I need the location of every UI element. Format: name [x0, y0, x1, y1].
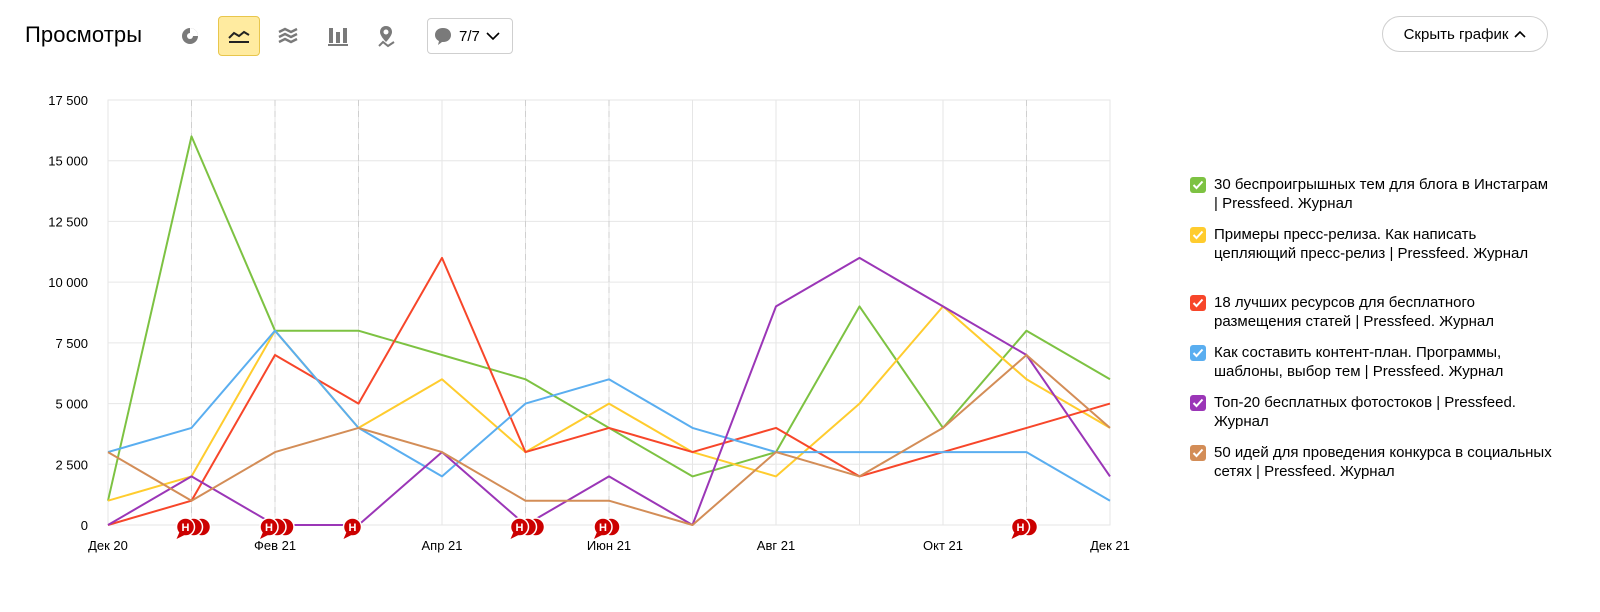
legend-label: 50 идей для проведения конкурса в социал…: [1214, 444, 1552, 480]
checkmark-icon: [1192, 448, 1204, 458]
legend-item[interactable]: Примеры пресс-релиза. Как написать цепля…: [1190, 225, 1590, 263]
hide-chart-label: Скрыть график: [1403, 25, 1509, 43]
x-tick-label: Июн 21: [587, 538, 631, 553]
series-line-4: [107, 329, 1111, 502]
map-pin-icon: [378, 26, 395, 48]
series-filter-dropdown[interactable]: 7/7: [427, 18, 513, 54]
annotation-marker-label: H: [1017, 522, 1025, 534]
line-chart-button[interactable]: [218, 16, 260, 56]
legend-item[interactable]: 18 лучших ресурсов для бесплатного разме…: [1190, 293, 1590, 331]
annotation-marker: [509, 517, 530, 537]
legend-label: Топ-20 бесплатных фотостоков | Pressfeed…: [1214, 394, 1516, 430]
toolbar: Просмотры: [0, 0, 1600, 72]
x-tick-label: Дек 20: [88, 538, 128, 553]
annotation-marker-label: H: [599, 522, 607, 534]
checkmark-icon: [1192, 398, 1204, 408]
y-tick-label: 10 000: [48, 275, 88, 290]
series-line-6: [107, 354, 1111, 526]
pie-chart-icon: [182, 28, 198, 44]
x-tick-label: Апр 21: [421, 538, 462, 553]
legend-label: 30 беспроигрышных тем для блога в Инстаг…: [1214, 176, 1549, 212]
legend-checkbox[interactable]: [1190, 445, 1206, 461]
legend-checkbox[interactable]: [1190, 345, 1206, 361]
x-tick-label: Окт 21: [923, 538, 963, 553]
y-tick-label: 12 500: [48, 214, 88, 229]
checkmark-icon: [1192, 348, 1204, 358]
annotation-marker-label: H: [182, 522, 190, 534]
y-tick-label: 2 500: [55, 457, 88, 472]
legend-checkbox[interactable]: [1190, 295, 1206, 311]
annotation-marker: [175, 517, 196, 537]
annotation-marker-label: H: [516, 522, 524, 534]
annotation-marker-tail: [176, 532, 185, 539]
annotation-marker-tail: [1011, 532, 1020, 539]
annotation-marker-tail: [594, 532, 602, 539]
x-tick-label: Фев 21: [254, 538, 296, 553]
y-tick-label: 17 500: [48, 93, 88, 108]
legend-checkbox[interactable]: [1190, 227, 1206, 243]
legend-label: Как составить контент-план. Программы, ш…: [1214, 344, 1504, 380]
y-tick-label: 0: [81, 518, 88, 533]
annotation-marker: [259, 517, 279, 537]
legend-checkbox[interactable]: [1190, 177, 1206, 193]
annotation-marker: [342, 517, 363, 537]
legend-item[interactable]: 50 идей для проведения конкурса в социал…: [1190, 443, 1590, 481]
x-tick-label: Авг 21: [757, 538, 795, 553]
annotation-marker-label: H: [349, 522, 357, 534]
annotation-marker: [1010, 517, 1031, 537]
legend-label: Примеры пресс-релиза. Как написать цепля…: [1214, 226, 1529, 262]
legend-checkbox[interactable]: [1190, 395, 1206, 411]
checkmark-icon: [1192, 180, 1204, 190]
x-tick-label: Дек 21: [1090, 538, 1130, 553]
annotation-marker-label: H: [265, 522, 273, 534]
page-title: Просмотры: [25, 22, 143, 47]
chevron-down-icon: [486, 32, 500, 41]
annotation-marker-tail: [343, 532, 352, 539]
legend-item[interactable]: 30 беспроигрышных тем для блога в Инстаг…: [1190, 175, 1590, 213]
checkmark-icon: [1192, 298, 1204, 308]
y-tick-label: 5 000: [55, 397, 88, 412]
bar-chart-icon: [328, 28, 348, 46]
y-tick-label: 7 500: [55, 336, 88, 351]
chevron-up-icon: [1514, 30, 1526, 38]
y-tick-label: 15 000: [48, 154, 88, 169]
annotation-marker-tail: [510, 532, 519, 539]
legend-item[interactable]: Как составить контент-план. Программы, ш…: [1190, 343, 1590, 381]
annotation-marker-tail: [260, 532, 268, 539]
line-chart: 0 2 500 5 000 7 500 10 000 12 500 15 000 17 500…: [48, 93, 1130, 553]
speech-bubble-icon: [435, 28, 451, 45]
bar-chart-button[interactable]: [317, 16, 359, 56]
area-stacked-icon: [278, 27, 298, 44]
map-button[interactable]: [366, 16, 408, 56]
checkmark-icon: [1192, 230, 1204, 240]
filter-count: 7/7: [459, 27, 480, 45]
legend-label: 18 лучших ресурсов для бесплатного разме…: [1214, 294, 1494, 330]
line-chart-icon: [228, 30, 250, 43]
legend-item[interactable]: Топ-20 бесплатных фотостоков | Pressfeed…: [1190, 393, 1590, 431]
hide-chart-button[interactable]: Скрыть график: [1382, 16, 1548, 52]
annotation-marker: [593, 517, 613, 537]
area-chart-button[interactable]: [267, 16, 309, 56]
pie-chart-button[interactable]: [169, 16, 211, 56]
